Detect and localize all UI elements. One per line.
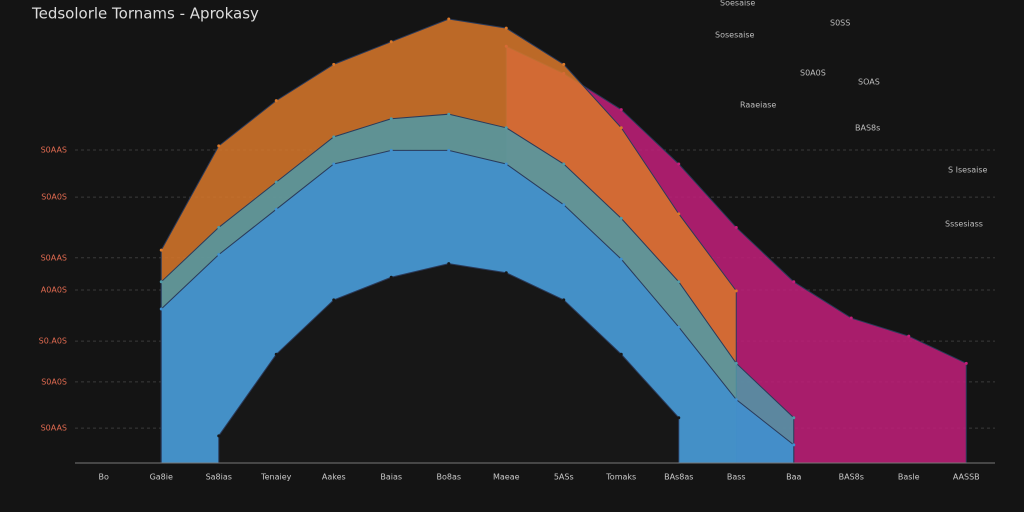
annotation: Sssesiass: [945, 220, 983, 229]
x-tick-label: BAS8s: [839, 473, 864, 482]
point: [217, 225, 221, 229]
point: [849, 316, 853, 320]
point: [792, 443, 796, 447]
x-tick-label: Bo: [99, 473, 109, 482]
x-tick-label: 5ASs: [554, 473, 574, 482]
y-tick-label: S0A0S: [41, 377, 67, 386]
labels: S0AAS S0A0S S0.A0S A0A0S S0AAS S0A0S S0AAS Bo Ga…: [39, 0, 988, 482]
annotation: S Isesaise: [948, 166, 988, 175]
point: [217, 253, 221, 257]
point: [504, 126, 508, 130]
point: [274, 99, 278, 103]
point: [907, 334, 911, 338]
point: [332, 298, 336, 302]
point: [447, 262, 451, 266]
point: [677, 162, 681, 166]
point: [159, 280, 163, 284]
x-tick-label: Tenaiey: [260, 473, 292, 482]
x-tick-label: BAs8as: [664, 473, 693, 482]
point: [504, 162, 508, 166]
x-tick-label: Basle: [898, 473, 920, 482]
point: [619, 257, 623, 261]
point: [159, 307, 163, 311]
x-tick-label: Baa: [786, 473, 801, 482]
point: [677, 325, 681, 329]
annotation: Raaeiase: [740, 101, 776, 110]
point: [389, 148, 393, 152]
annotation: SOAS: [858, 78, 880, 87]
point: [677, 212, 681, 216]
point: [504, 26, 508, 30]
point: [217, 144, 221, 148]
y-tick-label: S0AAS: [41, 253, 67, 262]
point: [504, 271, 508, 275]
x-tick-label: Tomaks: [605, 473, 636, 482]
point: [734, 289, 738, 293]
annotation: Sosesaise: [715, 31, 755, 40]
point: [562, 203, 566, 207]
point: [677, 416, 681, 420]
point: [447, 112, 451, 116]
y-tick-label: A0A0S: [41, 285, 67, 294]
point: [964, 361, 968, 365]
annotation: S0A0S: [800, 69, 826, 78]
point: [274, 207, 278, 211]
point: [217, 434, 221, 438]
areas: [159, 17, 968, 464]
point: [447, 148, 451, 152]
x-tick-label: Aakes: [322, 473, 346, 482]
y-tick-label: S0.A0S: [39, 337, 67, 346]
point: [274, 352, 278, 356]
annotation: S0SS: [830, 19, 850, 28]
x-tick-label: Bass: [727, 473, 746, 482]
area: [218, 263, 680, 464]
point: [389, 117, 393, 121]
point: [389, 275, 393, 279]
point: [619, 216, 623, 220]
point: [447, 17, 451, 21]
annotation: Soesaise: [720, 0, 755, 8]
point: [792, 280, 796, 284]
point: [562, 62, 566, 66]
point: [677, 280, 681, 284]
y-tick-label: S0AAS: [41, 145, 67, 154]
y-tick-label: S0A0S: [41, 193, 67, 202]
point: [562, 162, 566, 166]
point: [332, 162, 336, 166]
point: [332, 62, 336, 66]
x-tick-label: Ga8ie: [150, 473, 173, 482]
point: [389, 40, 393, 44]
point: [332, 135, 336, 139]
point: [562, 298, 566, 302]
point: [619, 126, 623, 130]
x-tick-label: AASSB: [953, 473, 980, 482]
point: [619, 352, 623, 356]
chart-title: Tedsolorle Tornams - Aprokasy: [31, 5, 259, 23]
point: [159, 248, 163, 252]
point: [734, 361, 738, 365]
x-tick-label: Bo8as: [436, 473, 461, 482]
point: [792, 416, 796, 420]
point: [274, 180, 278, 184]
annotation: BAS8s: [855, 124, 880, 133]
y-tick-label: S0AAS: [41, 424, 67, 433]
x-tick-label: Maeae: [493, 473, 520, 482]
point: [734, 225, 738, 229]
x-tick-label: Sa8ias: [206, 473, 232, 482]
point: [619, 108, 623, 112]
x-tick-label: Baias: [380, 473, 402, 482]
point: [734, 398, 738, 402]
